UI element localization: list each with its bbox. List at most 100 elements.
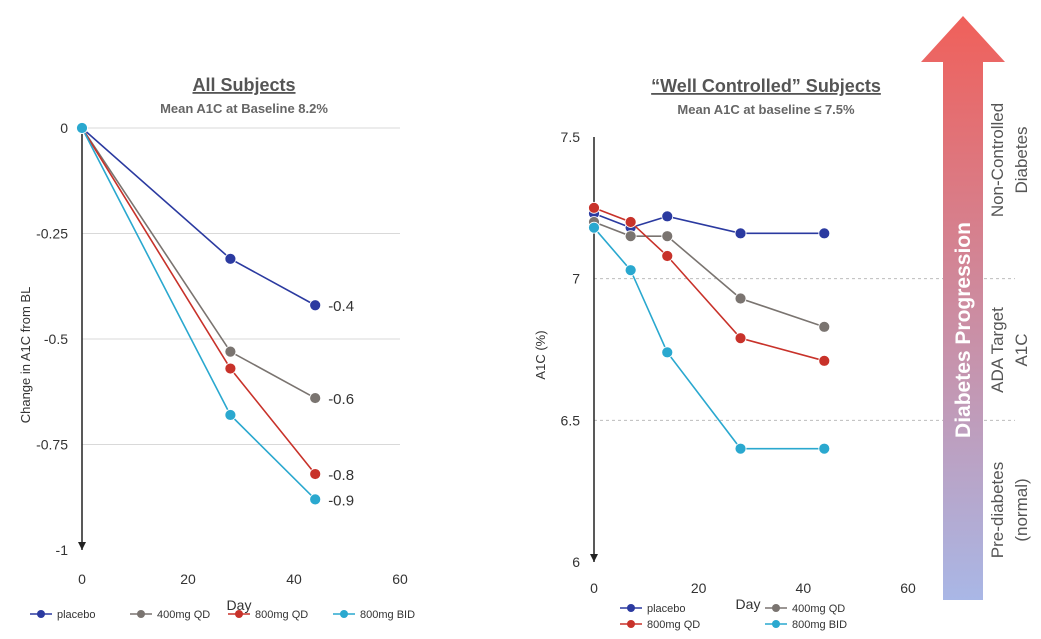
chart-subtitle: Mean A1C at Baseline 8.2% xyxy=(160,101,328,116)
data-point xyxy=(734,227,747,240)
series-line xyxy=(593,227,825,450)
data-point xyxy=(624,216,637,228)
legend-label: placebo xyxy=(647,603,686,615)
y-tick-label: -1 xyxy=(56,542,69,558)
data-point xyxy=(224,362,237,375)
data-point xyxy=(624,230,637,243)
zone-label-line: A1C xyxy=(1012,333,1031,366)
data-point xyxy=(588,201,600,214)
progression-arrow xyxy=(921,16,1005,600)
series-placebo: -0.4 xyxy=(76,122,354,315)
data-point xyxy=(818,442,831,455)
legend-marker xyxy=(137,610,145,618)
zone-label: ADA Target A1C xyxy=(988,307,1031,393)
data-point xyxy=(224,345,237,358)
y-axis-label: Change in A1C from BL xyxy=(18,287,33,424)
legend-label: 800mg QD xyxy=(647,619,700,631)
zone-label: Non-Controlled Diabetes xyxy=(988,103,1031,217)
y-tick-label: -0.5 xyxy=(44,331,68,347)
y-tick-label: 6.5 xyxy=(561,412,581,428)
data-point xyxy=(588,221,600,234)
data-point xyxy=(734,292,747,305)
progression-zones: Non-Controlled Diabetes ADA Target A1C Pre-d… xyxy=(988,103,1031,558)
x-tick-label: 40 xyxy=(796,580,812,596)
data-point xyxy=(309,392,322,404)
x-axis-label: Day xyxy=(736,596,761,612)
data-point xyxy=(818,354,831,367)
data-point xyxy=(818,320,831,333)
legend-marker xyxy=(235,610,243,618)
chart-well-controlled: “Well Controlled” Subjects Mean A1C at b… xyxy=(533,76,1015,631)
legend-label: 800mg QD xyxy=(255,609,308,621)
zone-label: Pre-diabetes (normal) xyxy=(988,462,1031,558)
data-point xyxy=(734,332,747,345)
data-point xyxy=(309,468,322,480)
legend: placebo 400mg QD 800mg QD 800mg BID xyxy=(620,603,847,631)
x-tick-label: 0 xyxy=(590,580,598,596)
data-point xyxy=(661,210,674,223)
x-tick-label: 20 xyxy=(691,580,707,596)
legend-label: 400mg QD xyxy=(157,609,210,621)
data-point xyxy=(309,493,322,506)
axes xyxy=(590,137,598,562)
data-point xyxy=(76,122,88,134)
legend-label: placebo xyxy=(57,609,96,621)
data-point xyxy=(661,250,674,262)
zone-label-line: Diabetes xyxy=(1012,126,1031,193)
tick-labels: 7.5 7 6.5 60 20 40 60 xyxy=(561,129,916,596)
y-axis-label: A1C (%) xyxy=(533,330,548,379)
y-tick-label: 7 xyxy=(572,271,580,287)
series-line xyxy=(81,127,316,399)
legend-item: placebo xyxy=(30,609,96,621)
y-axis-arrowhead xyxy=(78,542,86,550)
data-point xyxy=(624,264,637,277)
data-point xyxy=(818,227,831,240)
tick-labels: 0 -0.25 -0.5 -0.75 -1 0 20 40 60 xyxy=(36,120,408,587)
progression-panel: Diabetes Progression Non-Controlled Diabe… xyxy=(921,16,1031,600)
axes xyxy=(78,128,86,550)
y-tick-label: -0.25 xyxy=(36,226,68,242)
legend-label: 800mg BID xyxy=(792,619,847,631)
legend-marker xyxy=(772,620,780,628)
y-tick-label: 0 xyxy=(60,120,68,136)
data-label: -0.8 xyxy=(328,467,354,484)
legend: placebo 400mg QD 800mg QD 800mg BID xyxy=(30,609,415,621)
data-label: -0.6 xyxy=(328,391,354,408)
series-line xyxy=(81,127,316,306)
chart-all-subjects: All Subjects Mean A1C at Baseline 8.2% 0… xyxy=(18,75,415,621)
chart-subtitle: Mean A1C at baseline ≤ 7.5% xyxy=(677,102,855,117)
data-point xyxy=(224,409,237,421)
y-tick-label: 7.5 xyxy=(561,129,581,145)
x-tick-label: 20 xyxy=(180,571,196,587)
legend-marker xyxy=(627,620,635,628)
data-label: -0.4 xyxy=(328,298,354,315)
grid-lines xyxy=(82,127,400,445)
zone-label-line: Non-Controlled xyxy=(988,103,1007,217)
series-800mg-qd: -0.8 xyxy=(76,122,354,484)
data-point xyxy=(309,299,322,312)
legend-item: 800mg BID xyxy=(333,609,415,621)
chart-title: “Well Controlled” Subjects xyxy=(651,76,881,96)
x-tick-label: 40 xyxy=(286,571,302,587)
x-tick-label: 60 xyxy=(392,571,408,587)
series-800mg-qd xyxy=(588,201,831,367)
x-axis-label: Day xyxy=(227,597,252,613)
legend-label: 400mg QD xyxy=(792,603,845,615)
series-lines xyxy=(588,201,831,455)
y-tick-label: 6 xyxy=(572,554,580,570)
zone-label-line: Pre-diabetes xyxy=(988,462,1007,558)
legend-item: 800mg BID xyxy=(765,619,847,631)
legend-item: 800mg QD xyxy=(620,619,700,631)
series-400mg-qd: -0.6 xyxy=(76,122,354,408)
x-tick-label: 0 xyxy=(78,571,86,587)
zone-label-line: ADA Target xyxy=(988,307,1007,393)
legend-item: 400mg QD xyxy=(130,609,210,621)
data-point xyxy=(224,252,237,265)
legend-marker xyxy=(37,610,45,618)
x-tick-label: 60 xyxy=(900,580,916,596)
y-axis-arrowhead xyxy=(590,554,598,562)
series-lines: -0.4 -0.6 -0.8 -0.9 xyxy=(76,122,354,509)
legend-item: 800mg QD xyxy=(228,609,308,621)
data-point xyxy=(661,230,674,243)
